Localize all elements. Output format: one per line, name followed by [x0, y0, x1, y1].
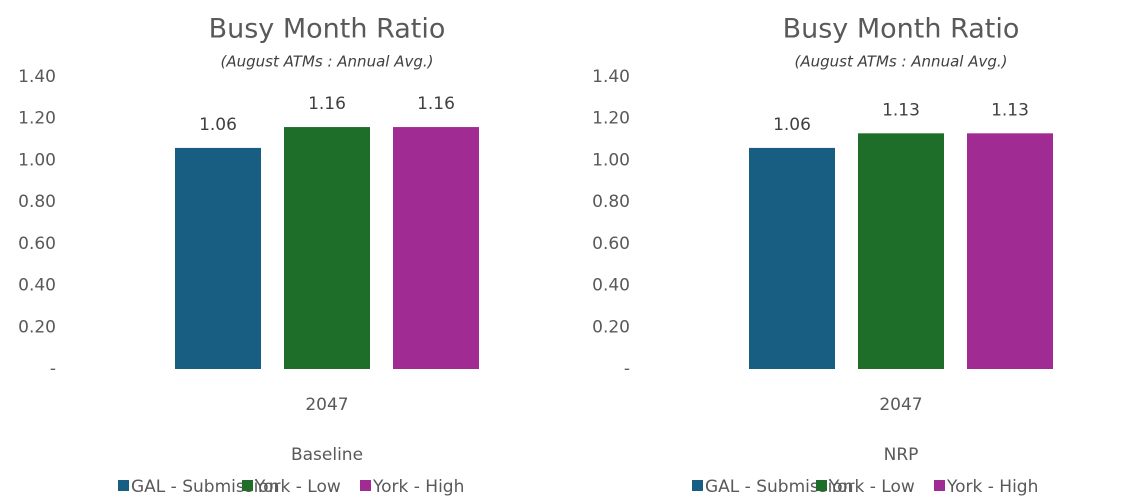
- y-tick-label: -: [624, 359, 630, 379]
- x-axis-label: Baseline: [291, 445, 363, 465]
- legend-swatch: [118, 480, 129, 491]
- bar: [284, 127, 370, 369]
- legend-label: York - High: [372, 477, 464, 497]
- y-tick-label: 0.40: [592, 276, 630, 296]
- y-tick-label: 1.40: [592, 67, 630, 87]
- legend-swatch: [692, 480, 703, 491]
- x-tick-label: 2047: [305, 395, 348, 415]
- y-tick-label: 0.60: [592, 234, 630, 254]
- data-label: 1.13: [882, 100, 920, 120]
- y-tick-label: 0.20: [592, 317, 630, 337]
- data-label: 1.06: [773, 115, 811, 135]
- y-tick-label: 1.00: [592, 150, 630, 170]
- chart-subtitle: (August ATMs : Annual Avg.): [221, 53, 434, 71]
- legend-swatch: [242, 480, 253, 491]
- legend-label: York - High: [946, 477, 1038, 497]
- chart-title: Busy Month Ratio: [783, 14, 1020, 45]
- chart: Busy Month Ratio (August ATMs : Annual Av…: [18, 14, 479, 497]
- y-tick-label: 0.60: [18, 234, 56, 254]
- y-tick-label: 0.80: [18, 192, 56, 212]
- y-tick-label: -: [50, 359, 56, 379]
- y-tick-label: 1.00: [18, 150, 56, 170]
- legend-swatch: [934, 480, 945, 491]
- data-label: 1.16: [308, 94, 346, 114]
- bar: [175, 147, 261, 369]
- bar: [749, 147, 835, 369]
- x-axis-label: NRP: [884, 445, 919, 465]
- legend-label: York - Low: [828, 477, 915, 497]
- y-tick-label: 0.40: [18, 276, 56, 296]
- data-label: 1.16: [417, 94, 455, 114]
- legend-swatch: [360, 480, 371, 491]
- legend-swatch: [816, 480, 827, 491]
- bar: [393, 127, 479, 369]
- y-tick-label: 1.20: [592, 109, 630, 129]
- x-tick-label: 2047: [879, 395, 922, 415]
- chart-subtitle: (August ATMs : Annual Avg.): [795, 53, 1008, 71]
- y-tick-label: 0.80: [592, 192, 630, 212]
- bar: [967, 133, 1053, 369]
- y-tick-label: 0.20: [18, 317, 56, 337]
- data-label: 1.06: [199, 115, 237, 135]
- y-tick-label: 1.40: [18, 67, 56, 87]
- bar: [858, 133, 944, 369]
- data-label: 1.13: [991, 100, 1029, 120]
- chart: Busy Month Ratio (August ATMs : Annual Av…: [592, 14, 1053, 497]
- legend-label: York - Low: [254, 477, 341, 497]
- y-tick-label: 1.20: [18, 109, 56, 129]
- chart-title: Busy Month Ratio: [209, 14, 446, 45]
